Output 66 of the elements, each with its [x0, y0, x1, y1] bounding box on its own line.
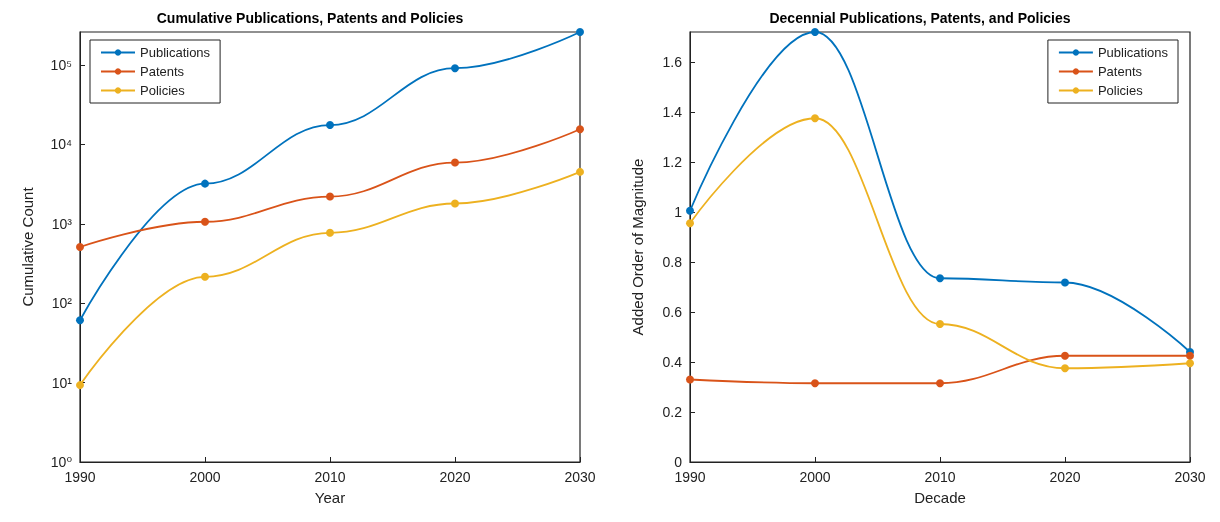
y-tick-label: 10⁰ [50, 454, 73, 470]
point [1186, 351, 1194, 360]
point [76, 381, 84, 390]
point [76, 316, 84, 325]
y-axis-title: Cumulative Count [19, 186, 36, 307]
point [201, 272, 209, 281]
y-tick-label: 1.2 [662, 154, 683, 170]
y-tick-label: 0.2 [662, 404, 683, 420]
point [201, 179, 209, 188]
x-tick-label: 2000 [189, 469, 221, 485]
y-tick-label: 1 [674, 204, 683, 220]
legend-label: Policies [1097, 83, 1144, 98]
x-axis-title: Year [314, 489, 346, 506]
point [576, 125, 584, 134]
legend-label: Policies [140, 83, 186, 98]
point [76, 243, 84, 251]
point [326, 228, 334, 237]
point [451, 64, 459, 73]
point [811, 28, 819, 36]
point [936, 274, 944, 283]
point [811, 379, 819, 388]
x-tick-label: 2010 [924, 469, 956, 485]
y-tick-label: 0 [674, 454, 683, 470]
point [1061, 278, 1069, 287]
x-tick-label: 2030 [564, 469, 596, 485]
x-tick-label: 1990 [674, 469, 706, 485]
point [811, 114, 819, 123]
y-tick-label: 10³ [51, 215, 73, 232]
x-tick-label: 1990 [64, 469, 96, 485]
point [326, 192, 334, 201]
point [326, 121, 334, 130]
point [936, 379, 944, 388]
y-tick-label: 0.8 [662, 254, 683, 270]
x-axis-title: Decade [914, 489, 966, 506]
x-tick-label: 2000 [799, 469, 831, 485]
y-axis-title: Added Order of Magnitude [629, 158, 646, 336]
x-tick-label: 2030 [1174, 469, 1206, 485]
x-tick-label: 2020 [1049, 469, 1081, 485]
chart-title: Decennial Publications, Patents, and Policies [769, 10, 1071, 26]
point [686, 219, 694, 228]
y-tick-label: 0.4 [662, 354, 683, 370]
point [686, 375, 694, 384]
point [1061, 364, 1069, 373]
legend-label: Patents [1097, 64, 1143, 79]
legend-label: Patents [140, 64, 185, 79]
legend-label: Publications [1097, 45, 1169, 60]
legend-label: Publications [140, 45, 211, 60]
y-tick-label: 10⁴ [50, 136, 72, 153]
point [451, 158, 459, 167]
chart-title: Cumulative Publications, Patents and Policies [156, 10, 464, 26]
point [576, 167, 584, 176]
point [936, 320, 944, 328]
x-tick-label: 2010 [314, 469, 346, 485]
y-tick-label: 10² [51, 295, 73, 312]
y-tick-label: 10⁵ [50, 56, 72, 73]
y-tick-label: 1.6 [662, 54, 683, 70]
point [686, 206, 694, 215]
y-tick-label: 1.4 [662, 104, 683, 120]
x-tick-label: 2020 [439, 469, 471, 485]
point [576, 28, 584, 36]
point [1061, 351, 1069, 360]
y-tick-label: 0.6 [662, 304, 683, 320]
point [201, 217, 209, 226]
point [1186, 359, 1194, 368]
y-tick-label: 10¹ [51, 374, 73, 391]
point [451, 199, 459, 208]
